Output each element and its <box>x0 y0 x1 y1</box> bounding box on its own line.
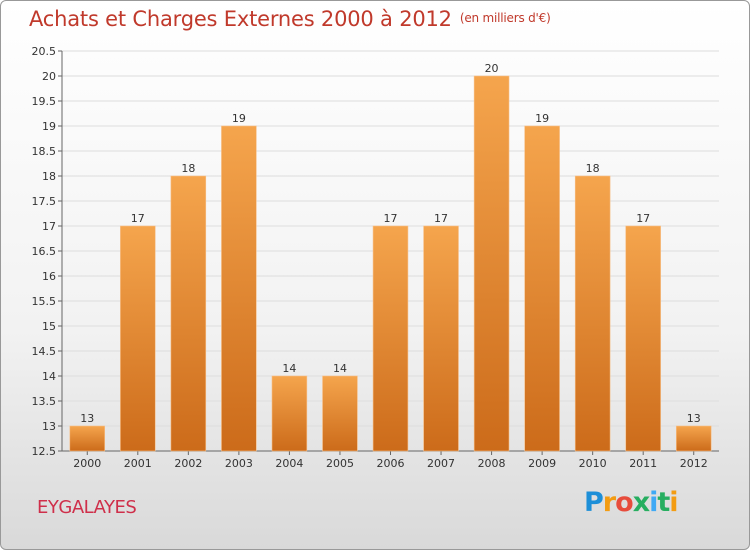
data-label: 18 <box>181 162 195 175</box>
logo-letter: o <box>615 487 634 518</box>
bar <box>69 425 106 452</box>
logo-letter: P <box>584 487 604 518</box>
bar <box>675 425 712 452</box>
x-tick-label: 2000 <box>73 457 101 470</box>
bar <box>473 75 510 452</box>
bar <box>372 225 409 452</box>
x-tick-label: 2007 <box>427 457 455 470</box>
chart-title: Achats et Charges Externes 2000 à 2012 (e… <box>29 7 551 31</box>
bar <box>322 375 358 452</box>
x-tick-label: 2003 <box>225 457 253 470</box>
bar <box>423 225 459 452</box>
bar <box>625 225 661 452</box>
data-label: 19 <box>232 112 246 125</box>
y-tick-label: 16 <box>42 270 56 283</box>
y-tick-label: 17.5 <box>32 195 57 208</box>
x-tick-label: 2008 <box>478 457 506 470</box>
y-tick-label: 20 <box>42 70 56 83</box>
logo-letter: i <box>669 487 678 518</box>
x-tick-label: 2011 <box>629 457 657 470</box>
bar <box>120 225 156 452</box>
y-tick-label: 18.5 <box>32 145 57 158</box>
bars <box>69 75 712 452</box>
data-label: 18 <box>586 162 600 175</box>
bar <box>221 125 257 452</box>
y-tick-label: 20.5 <box>32 45 57 58</box>
proxiti-logo[interactable]: Proxiti <box>584 487 679 518</box>
logo-letter: r <box>602 487 616 518</box>
logo-letter: t <box>657 487 670 518</box>
data-label: 17 <box>636 212 650 225</box>
y-tick-label: 13 <box>42 420 56 433</box>
data-label: 20 <box>485 62 499 75</box>
y-tick-label: 14.5 <box>32 345 57 358</box>
bar <box>574 175 611 452</box>
y-tick-label: 14 <box>42 370 56 383</box>
labels: 12.5 13 13.5 14 14.5 15 15.5 16 16.5 17 17.5 18 18.5… <box>32 45 708 470</box>
commune-name: EYGALAYES <box>37 497 137 518</box>
y-tick-label: 13.5 <box>32 395 57 408</box>
x-tick-label: 2004 <box>275 457 303 470</box>
logo-letter: i <box>649 487 658 518</box>
bar <box>524 125 560 452</box>
data-label: 17 <box>384 212 398 225</box>
y-tick-label: 18 <box>42 170 56 183</box>
y-tick-label: 19.5 <box>32 95 57 108</box>
x-tick-label: 2012 <box>680 457 708 470</box>
bar <box>170 175 207 452</box>
y-tick-label: 15 <box>42 320 56 333</box>
x-tick-label: 2001 <box>124 457 152 470</box>
x-tick-label: 2006 <box>377 457 405 470</box>
x-tick-label: 2010 <box>579 457 607 470</box>
data-label: 13 <box>80 412 94 425</box>
data-label: 17 <box>434 212 448 225</box>
logo-letter: x <box>632 487 650 518</box>
y-tick-label: 17 <box>42 220 56 233</box>
data-label: 13 <box>687 412 701 425</box>
data-label: 14 <box>333 362 347 375</box>
x-tick-label: 2009 <box>528 457 556 470</box>
data-label: 17 <box>131 212 145 225</box>
chart-subtitle: (en milliers d'€) <box>459 11 551 25</box>
y-tick-label: 15.5 <box>32 295 57 308</box>
data-label: 19 <box>535 112 549 125</box>
data-label: 14 <box>282 362 296 375</box>
x-tick-label: 2002 <box>174 457 202 470</box>
bar <box>271 375 308 452</box>
x-tick-label: 2005 <box>326 457 354 470</box>
y-tick-label: 19 <box>42 120 56 133</box>
y-tick-label: 16.5 <box>32 245 57 258</box>
y-tick-label: 12.5 <box>32 445 57 458</box>
